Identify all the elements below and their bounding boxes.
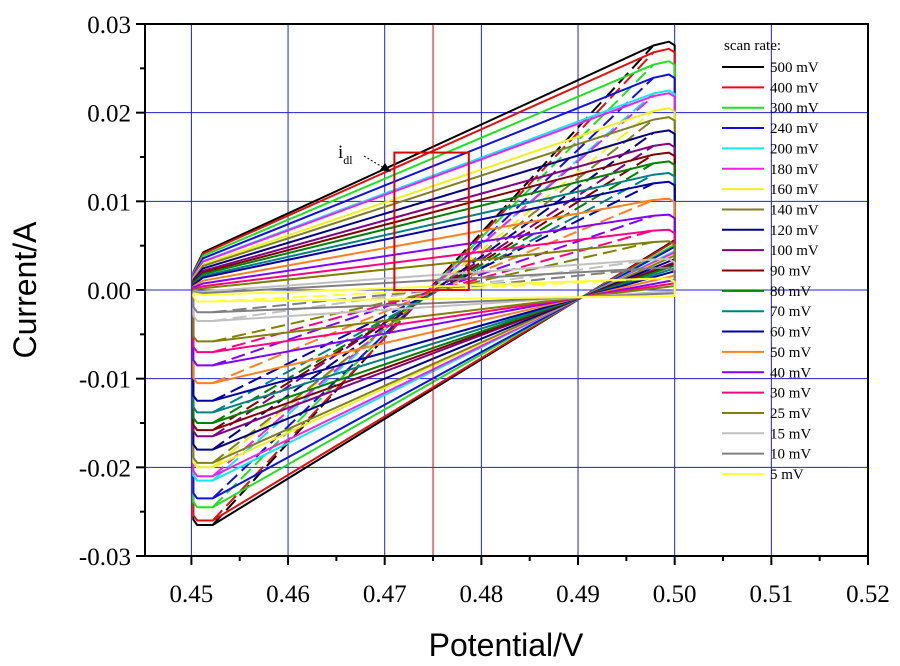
- legend-label: 70 mV: [770, 304, 811, 320]
- legend-label: 50 mV: [770, 345, 811, 361]
- legend-label: 5 mV: [770, 467, 804, 483]
- x-axis-title: Potential/V: [429, 627, 584, 663]
- y-axis-title: Current/A: [7, 221, 43, 359]
- y-tick-label: -0.02: [79, 455, 131, 482]
- legend-label: 25 mV: [770, 406, 811, 422]
- legend-label: 90 mV: [770, 264, 811, 280]
- x-tick-label: 0.52: [846, 581, 890, 608]
- legend-label: 200 mV: [770, 141, 819, 157]
- legend-label: 10 mV: [770, 447, 811, 463]
- legend: scan rate: 500 mV 400 mV 300 mV 240 mV 200 mV…: [722, 38, 819, 483]
- y-tick-label: -0.01: [79, 367, 131, 394]
- cv-loop: [192, 277, 676, 303]
- cv-curves: [192, 40, 676, 526]
- y-tick-label: 0.00: [87, 278, 131, 305]
- legend-label: 30 mV: [770, 386, 811, 402]
- legend-title: scan rate:: [724, 38, 781, 54]
- cv-transition-line: [212, 118, 655, 464]
- y-tick-label: -0.03: [79, 544, 131, 571]
- x-tick-label: 0.45: [170, 581, 214, 608]
- legend-label: 500 mV: [770, 60, 819, 76]
- x-tick-label: 0.47: [363, 581, 407, 608]
- legend-label: 400 mV: [770, 80, 819, 96]
- highlight-box: [393, 151, 470, 291]
- x-tick-label: 0.48: [459, 581, 503, 608]
- annotation-arrow-head: [380, 163, 391, 172]
- x-tick-label: 0.46: [266, 581, 310, 608]
- legend-label: 180 mV: [770, 162, 819, 178]
- legend-label: 160 mV: [770, 182, 819, 198]
- legend-label: 60 mV: [770, 325, 811, 341]
- axes: 0.45 0.46 0.47 0.48 0.49 0.50 0.51 0.52 -0.03 -0.…: [79, 12, 890, 608]
- annotation-main: i: [338, 142, 343, 163]
- cv-transition-line: [212, 153, 654, 431]
- y-tick-label: 0.02: [87, 101, 131, 128]
- legend-label: 240 mV: [770, 121, 819, 137]
- annotation-idl: idl: [338, 142, 353, 167]
- y-tick-label: 0.03: [87, 12, 131, 39]
- x-tick-label: 0.49: [556, 581, 600, 608]
- legend-label: 300 mV: [770, 101, 819, 117]
- legend-label: 15 mV: [770, 426, 811, 442]
- x-tick-label: 0.51: [749, 581, 793, 608]
- overlay: idl: [338, 24, 470, 556]
- legend-label: 40 mV: [770, 365, 811, 381]
- legend-label: 140 mV: [770, 202, 819, 218]
- legend-label: 80 mV: [770, 284, 811, 300]
- annotation-subscript: dl: [343, 153, 353, 167]
- y-tick-label: 0.01: [87, 189, 131, 216]
- legend-label: 120 mV: [770, 223, 819, 239]
- legend-label: 100 mV: [770, 243, 819, 259]
- x-tick-label: 0.50: [653, 581, 697, 608]
- annotation-arrow-line: [363, 155, 385, 169]
